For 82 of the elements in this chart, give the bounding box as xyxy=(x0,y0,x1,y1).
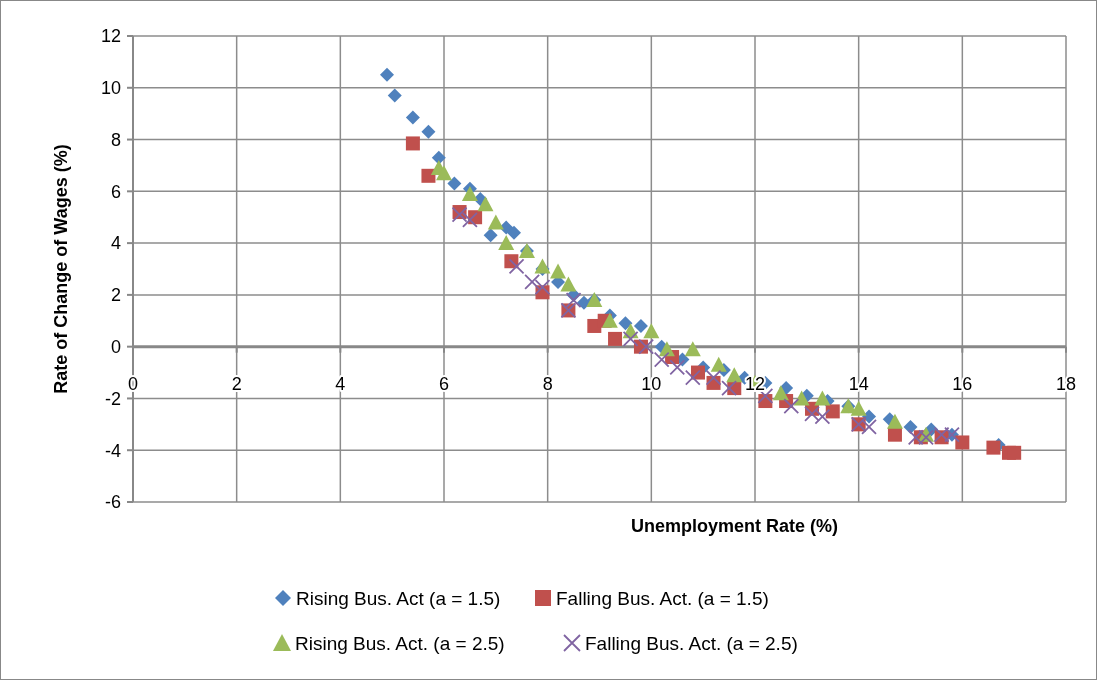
x-axis-title: Unemployment Rate (%) xyxy=(630,516,839,536)
x-tick-label: 2 xyxy=(231,373,242,394)
legend-label: Falling Bus. Act. (a = 1.5) xyxy=(556,587,769,609)
x-tick-label: 18 xyxy=(1055,373,1077,394)
point xyxy=(498,235,515,251)
y-tick-label: 12 xyxy=(100,26,121,47)
point xyxy=(405,136,420,151)
y-tick-label: 10 xyxy=(100,78,121,99)
y-axis-title: Rate of Change of Wages (%) xyxy=(51,144,71,394)
legend-label: Rising Bus. Act. (a = 2.5) xyxy=(295,632,505,654)
x-tick-label: 0 xyxy=(127,373,139,394)
point xyxy=(903,419,918,434)
point xyxy=(684,341,701,357)
point xyxy=(1007,445,1022,460)
x-tick-label: 6 xyxy=(438,373,450,394)
point xyxy=(986,440,1001,455)
point xyxy=(726,367,743,383)
point xyxy=(405,110,420,125)
point xyxy=(721,380,737,396)
point xyxy=(447,176,462,191)
point xyxy=(886,413,903,429)
point xyxy=(814,390,831,406)
point xyxy=(955,435,970,450)
point xyxy=(622,331,639,347)
x-tick-label: 10 xyxy=(641,373,662,394)
point xyxy=(550,263,567,279)
point xyxy=(534,279,551,296)
x-tick-label: 14 xyxy=(848,373,869,394)
point xyxy=(643,323,660,339)
point xyxy=(933,426,950,443)
point xyxy=(477,196,494,212)
y-tick-label: -4 xyxy=(104,440,121,461)
x-tick-label: 4 xyxy=(335,373,346,394)
point xyxy=(918,429,934,446)
point xyxy=(907,429,924,446)
point xyxy=(436,165,452,181)
point xyxy=(653,351,670,368)
point xyxy=(887,427,902,442)
point xyxy=(669,359,686,376)
point xyxy=(506,225,521,240)
point xyxy=(421,124,436,139)
point xyxy=(508,258,525,275)
point xyxy=(421,168,436,183)
point xyxy=(387,88,402,103)
point xyxy=(524,274,541,290)
point xyxy=(560,276,577,292)
y-tick-label: 8 xyxy=(110,129,121,150)
point xyxy=(576,295,591,310)
point xyxy=(565,292,582,308)
point xyxy=(462,211,478,228)
point xyxy=(461,185,478,201)
point xyxy=(705,369,722,386)
legend-label: Rising Bus. Act (a = 1.5) xyxy=(296,587,501,609)
point xyxy=(601,312,618,328)
y-tick-label: -6 xyxy=(104,492,121,513)
y-tick-label: 0 xyxy=(110,336,121,357)
point xyxy=(483,228,498,243)
legend-label: Falling Bus. Act. (a = 2.5) xyxy=(585,632,798,654)
point xyxy=(608,331,623,346)
y-tick-label: 6 xyxy=(110,181,121,202)
point xyxy=(850,400,867,416)
point xyxy=(534,258,551,274)
point xyxy=(814,408,831,425)
point xyxy=(431,150,446,165)
x-tick-label: 8 xyxy=(542,373,553,394)
point xyxy=(804,406,820,422)
point xyxy=(783,398,800,415)
point xyxy=(825,404,840,419)
point xyxy=(618,316,633,331)
point xyxy=(710,356,727,372)
point xyxy=(861,419,877,435)
point xyxy=(658,341,675,357)
point xyxy=(379,67,394,82)
point xyxy=(684,369,701,386)
y-tick-label: 4 xyxy=(110,233,121,254)
point xyxy=(633,318,648,333)
y-tick-label: 2 xyxy=(110,285,121,306)
point xyxy=(487,214,504,230)
point xyxy=(638,338,655,355)
point xyxy=(772,385,789,401)
x-tick-label: 16 xyxy=(952,373,973,394)
y-tick-label: -2 xyxy=(104,388,121,409)
